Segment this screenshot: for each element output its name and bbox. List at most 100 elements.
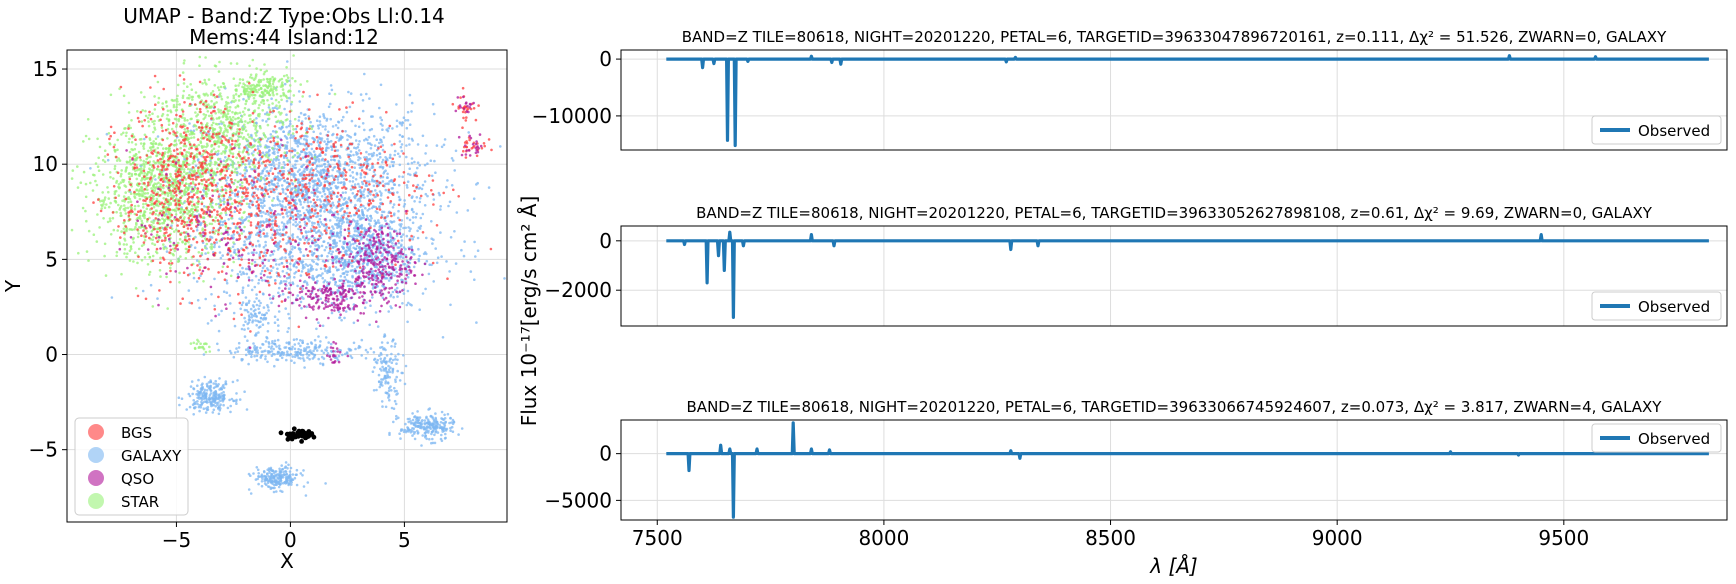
umap-point — [293, 347, 297, 351]
umap-point — [232, 241, 235, 244]
umap-point — [443, 437, 447, 440]
umap-point — [357, 182, 360, 186]
umap-point — [84, 195, 88, 199]
umap-point — [240, 357, 243, 361]
umap-point — [217, 145, 221, 148]
umap-point — [140, 244, 144, 248]
umap-point — [228, 143, 232, 147]
umap-point — [235, 347, 238, 350]
umap-point — [291, 282, 295, 286]
umap-point — [195, 152, 199, 156]
umap-point — [398, 432, 401, 436]
umap-point — [216, 167, 219, 170]
umap-point — [348, 240, 351, 244]
umap-point — [156, 168, 159, 171]
umap-point — [196, 402, 199, 406]
umap-point — [166, 194, 170, 197]
umap-point — [248, 318, 252, 322]
umap-point — [354, 234, 357, 237]
umap-point — [227, 157, 230, 160]
umap-point — [390, 352, 393, 356]
umap-point — [70, 228, 74, 232]
umap-point — [317, 229, 321, 232]
umap-point — [221, 223, 224, 227]
umap-point — [154, 142, 158, 146]
umap-point — [292, 195, 296, 199]
umap-point — [443, 413, 446, 417]
umap-point — [284, 205, 287, 209]
umap-point — [261, 119, 265, 122]
umap-point — [414, 216, 418, 219]
umap-point — [294, 188, 298, 192]
umap-point — [107, 132, 111, 135]
umap-point — [353, 161, 357, 165]
umap-point — [353, 196, 357, 200]
umap-point — [310, 147, 314, 151]
umap-point — [162, 197, 165, 200]
umap-point — [125, 243, 128, 246]
umap-point — [173, 139, 177, 143]
umap-point — [325, 225, 329, 228]
umap-point — [363, 175, 367, 179]
umap-point — [381, 405, 384, 408]
umap-point — [308, 185, 311, 188]
umap-point — [443, 424, 447, 427]
umap-point — [287, 482, 291, 486]
umap-point — [259, 201, 263, 204]
umap-point — [211, 206, 215, 209]
umap-point — [282, 215, 285, 219]
umap-point — [357, 215, 360, 219]
umap-point — [398, 163, 402, 167]
umap-point — [320, 139, 323, 142]
umap-point — [291, 345, 294, 349]
umap-point — [348, 157, 352, 161]
umap-point — [416, 429, 419, 433]
umap-point — [400, 235, 403, 238]
umap-point — [153, 243, 157, 246]
umap-point — [372, 184, 376, 188]
umap-point — [199, 274, 202, 278]
umap-point — [327, 341, 331, 344]
umap-point — [258, 311, 262, 314]
umap-point — [113, 143, 117, 147]
umap-point — [123, 252, 126, 255]
umap-point — [119, 181, 123, 184]
umap-point — [449, 303, 452, 307]
umap-point — [426, 418, 430, 422]
umap-point — [397, 246, 401, 249]
umap-point — [350, 235, 354, 238]
umap-point — [245, 272, 249, 276]
umap-point — [324, 482, 327, 485]
umap-point — [235, 253, 238, 256]
umap-point — [217, 329, 221, 333]
umap-point — [264, 244, 268, 247]
umap-point — [316, 139, 320, 142]
umap-point — [109, 93, 113, 97]
umap-point — [389, 179, 393, 183]
umap-point — [363, 188, 367, 191]
umap-point — [314, 179, 317, 183]
umap-point — [339, 274, 343, 278]
umap-point — [270, 166, 273, 170]
umap-point — [408, 123, 412, 126]
umap-point — [218, 388, 221, 391]
umap-point — [319, 231, 323, 234]
umap-point — [409, 420, 412, 423]
umap-point — [126, 206, 130, 210]
umap-point — [267, 475, 270, 478]
umap-point — [282, 470, 285, 474]
umap-point — [280, 464, 284, 467]
umap-point — [393, 345, 397, 348]
umap-point — [122, 195, 126, 198]
umap-point — [466, 209, 470, 212]
umap-point — [231, 380, 235, 384]
umap-point — [264, 340, 268, 343]
umap-point — [166, 109, 170, 113]
umap-point — [379, 194, 383, 197]
umap-point — [395, 125, 399, 128]
umap-point — [362, 190, 365, 193]
umap-point — [250, 316, 254, 319]
umap-point — [268, 276, 272, 279]
umap-point — [335, 260, 338, 263]
umap-point — [256, 147, 260, 151]
